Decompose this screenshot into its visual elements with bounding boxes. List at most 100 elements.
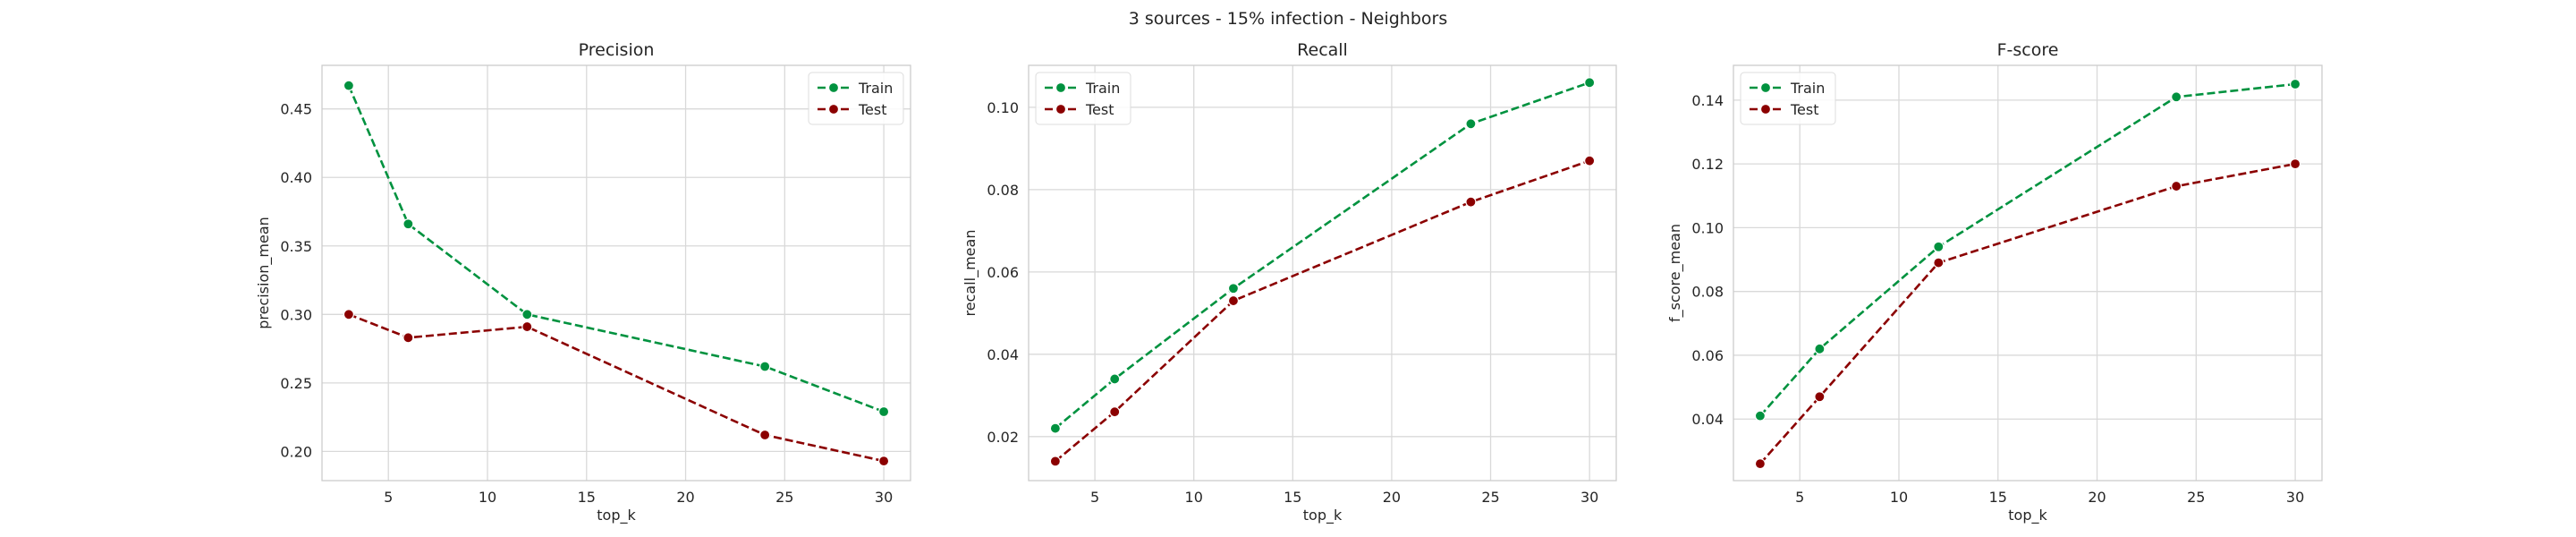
- series-line: [348, 313, 885, 463]
- data-point: [759, 429, 771, 441]
- legend-label: Test: [1790, 101, 1819, 118]
- x-tick-label: 5: [1795, 489, 1804, 506]
- data-point: [1814, 391, 1826, 403]
- data-point: [2289, 78, 2301, 90]
- data-point: [1109, 406, 1121, 418]
- series-train: [1754, 78, 2301, 422]
- subplot-title: Recall: [1297, 40, 1348, 60]
- x-tick-label: 25: [1481, 489, 1499, 506]
- data-point: [1814, 343, 1826, 354]
- y-tick-label: 0.20: [280, 443, 312, 460]
- series-test: [343, 309, 890, 467]
- plot-area: [322, 65, 911, 481]
- legend-marker: [827, 81, 840, 94]
- axes-frame: [1028, 64, 1617, 482]
- data-point: [1584, 155, 1596, 166]
- axes-frame: [321, 64, 911, 482]
- y-tick-label: 0.08: [1691, 284, 1724, 301]
- x-tick-label: 25: [2187, 489, 2205, 506]
- y-tick-label: 0.35: [280, 238, 312, 255]
- x-tick-label: 20: [2088, 489, 2106, 506]
- legend-label: Train: [1085, 80, 1120, 97]
- x-tick-label: 15: [1284, 489, 1301, 506]
- legend-marker: [1759, 81, 1772, 94]
- series-train: [343, 80, 890, 418]
- x-axis-label: top_k: [2008, 507, 2047, 524]
- x-tick-label: 10: [479, 489, 496, 506]
- x-tick-label: 15: [1989, 489, 2007, 506]
- data-point: [1933, 241, 1945, 252]
- series-line: [347, 85, 885, 413]
- x-tick-label: 10: [1890, 489, 1908, 506]
- x-tick-label: 20: [676, 489, 694, 506]
- data-point: [521, 309, 533, 320]
- y-tick-label: 0.06: [987, 264, 1019, 281]
- data-point: [1227, 283, 1240, 294]
- data-point: [1584, 77, 1596, 89]
- legend-label: Test: [858, 101, 887, 118]
- data-point: [1754, 458, 1767, 470]
- subplot-f-score: 5 10 15 20 25 30 0.04 0.06 0.08 0.10 0.12 0.14 F-sco…: [1666, 40, 2323, 524]
- y-tick-label: 0.14: [1691, 92, 1724, 109]
- y-tick-label: 0.04: [987, 346, 1019, 363]
- subplot-precision: 5 10 15 20 25 30 0.20 0.25 0.30 0.35 0.40 0.45 Preci…: [255, 40, 911, 524]
- y-axis-label: recall_mean: [962, 230, 979, 317]
- x-tick-label: 5: [1090, 489, 1099, 506]
- legend: Train Test: [1035, 72, 1131, 125]
- data-point: [402, 218, 414, 230]
- y-tick-label: 0.12: [1691, 156, 1724, 173]
- data-point: [1049, 422, 1061, 434]
- y-tick-label: 0.08: [987, 182, 1019, 199]
- legend-marker: [1055, 81, 1067, 94]
- y-tick-label: 0.04: [1691, 411, 1724, 428]
- data-point: [343, 309, 355, 320]
- data-point: [877, 405, 890, 418]
- data-point: [521, 320, 533, 333]
- legend-marker: [1055, 103, 1067, 115]
- data-point: [1933, 257, 1945, 268]
- y-tick-label: 0.06: [1691, 347, 1724, 364]
- legend: Train Test: [808, 72, 904, 125]
- figure-title: 3 sources - 15% infection - Neighbors: [1129, 9, 1447, 29]
- data-point: [2289, 158, 2301, 170]
- x-tick-label: 30: [875, 489, 893, 506]
- x-axis-label: top_k: [597, 507, 636, 524]
- data-point: [1049, 456, 1061, 467]
- x-tick-label: 30: [2286, 489, 2304, 506]
- y-axis-label: precision_mean: [255, 217, 273, 329]
- legend-label: Train: [1790, 80, 1825, 97]
- data-point: [877, 456, 890, 467]
- x-tick-label: 10: [1185, 489, 1203, 506]
- series-test: [1754, 158, 2301, 470]
- plot-area: [1733, 65, 2322, 481]
- y-tick-label: 0.25: [280, 375, 312, 392]
- y-tick-label: 0.10: [987, 99, 1019, 116]
- y-tick-label: 0.30: [280, 306, 312, 323]
- x-axis-label: top_k: [1303, 507, 1343, 524]
- data-point: [2171, 180, 2182, 192]
- data-point: [759, 361, 771, 372]
- y-tick-label: 0.10: [1691, 219, 1724, 236]
- y-tick-label: 0.02: [987, 429, 1019, 446]
- data-point: [1465, 196, 1477, 208]
- axes-frame: [1733, 64, 2323, 482]
- y-axis-label: f_score_mean: [1666, 224, 1684, 322]
- x-tick-label: 20: [1383, 489, 1401, 506]
- legend-marker: [827, 103, 840, 115]
- legend-label: Test: [1085, 101, 1114, 118]
- data-point: [343, 80, 355, 91]
- x-tick-label: 25: [775, 489, 793, 506]
- data-point: [1227, 294, 1240, 307]
- x-tick-label: 15: [578, 489, 596, 506]
- series-train: [1049, 77, 1596, 434]
- data-point: [2171, 91, 2182, 103]
- data-point: [1465, 118, 1477, 130]
- legend: Train Test: [1740, 72, 1836, 125]
- subplot-title: Precision: [579, 40, 655, 60]
- x-tick-label: 5: [384, 489, 393, 506]
- legend-marker: [1759, 103, 1772, 115]
- x-tick-label: 30: [1580, 489, 1598, 506]
- y-tick-label: 0.45: [280, 101, 312, 118]
- subplot-title: F-score: [1997, 40, 2059, 60]
